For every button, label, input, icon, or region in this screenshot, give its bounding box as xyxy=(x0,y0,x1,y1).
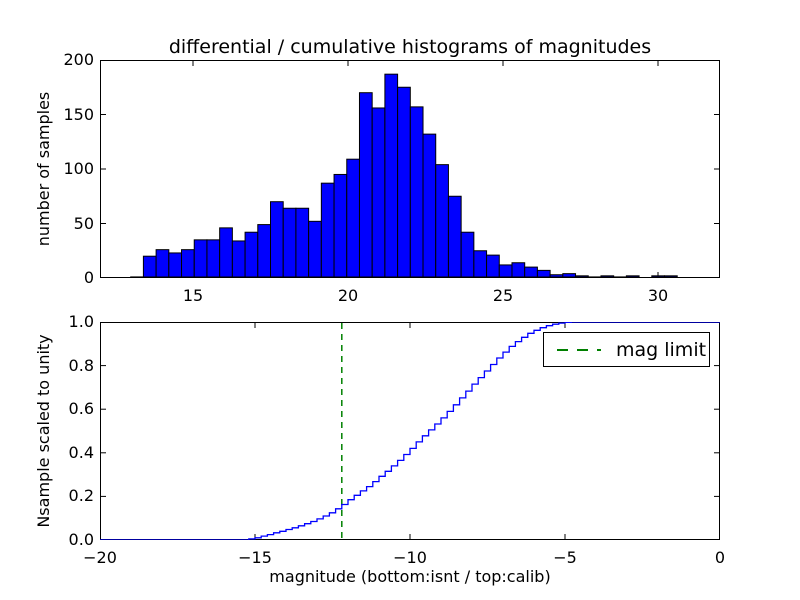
tick-label: 30 xyxy=(647,286,669,305)
tick-label: −15 xyxy=(238,548,272,567)
top-ylabel: number of samples xyxy=(34,91,53,247)
tick-label: 200 xyxy=(63,50,94,69)
tick-label: 15 xyxy=(182,286,204,305)
bottom-plot xyxy=(100,322,720,540)
bottom-ylabel: Nsample scaled to unity xyxy=(34,334,53,528)
tick-label: 0 xyxy=(714,548,726,567)
tick-label: 0 xyxy=(83,268,94,287)
tick-label: 0.0 xyxy=(68,530,94,549)
legend-label: mag limit xyxy=(616,338,707,361)
histogram-svg xyxy=(100,60,720,278)
tick-label: 0.4 xyxy=(68,442,94,462)
x-axis-label: magnitude (bottom:isnt / top:calib) xyxy=(269,567,551,586)
tick-label: −10 xyxy=(393,548,427,567)
top-plot xyxy=(100,60,720,278)
tick-label: 100 xyxy=(63,159,94,178)
tick-label: 20 xyxy=(337,286,359,305)
tick-label: 150 xyxy=(63,104,94,124)
figure-title: differential / cumulative histograms of … xyxy=(168,36,652,58)
tick-label: 0.8 xyxy=(68,355,94,375)
tick-label: −20 xyxy=(83,548,117,567)
legend: mag limit xyxy=(543,332,710,367)
tick-label: 1.0 xyxy=(68,312,94,331)
tick-label: 25 xyxy=(492,286,514,305)
mag-limit-legend-sample xyxy=(557,348,601,351)
tick-label: −5 xyxy=(553,548,577,567)
tick-label: 0.6 xyxy=(68,399,94,419)
cumulative-svg xyxy=(100,322,720,540)
tick-label: 0.2 xyxy=(68,486,94,506)
tick-label: 50 xyxy=(73,213,94,233)
